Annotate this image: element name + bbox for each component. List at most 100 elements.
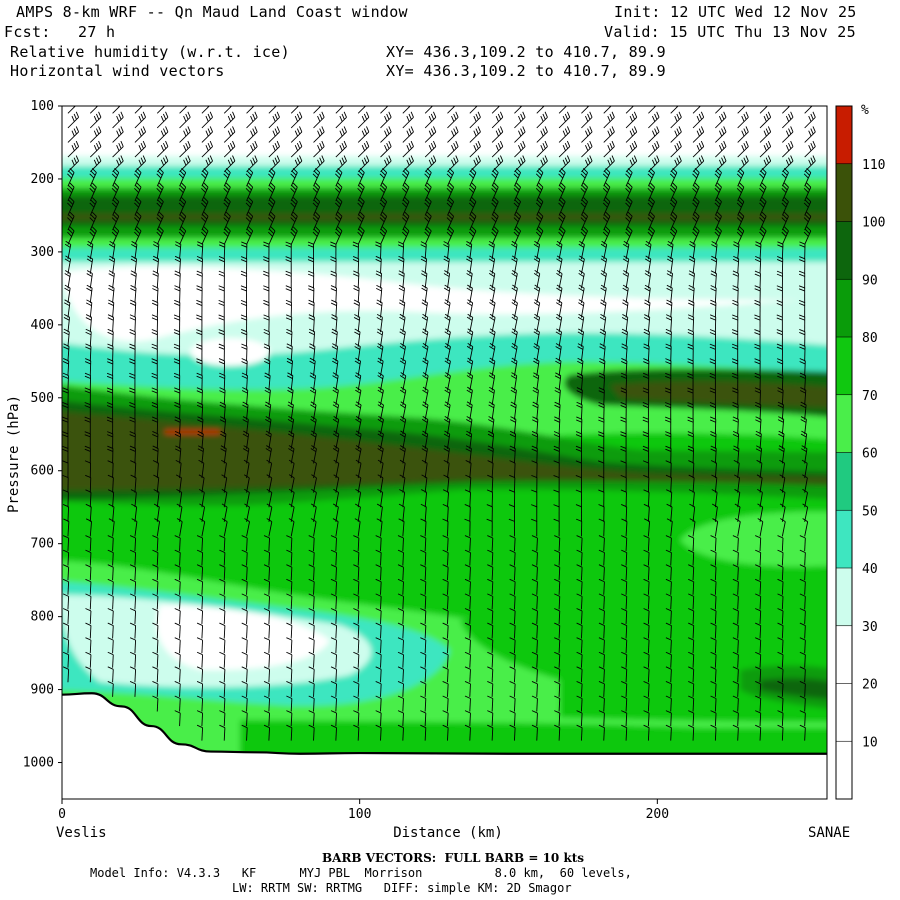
barb-flag [732, 549, 739, 553]
barb-staff [670, 581, 672, 595]
barb-flag [315, 211, 320, 217]
barb-flag [533, 343, 540, 347]
barb-flag [576, 681, 583, 685]
barb-flag [470, 199, 476, 205]
barb-flag [114, 182, 120, 188]
barb-staff [491, 146, 504, 158]
barb-staff [514, 258, 518, 274]
barb-flag [266, 445, 272, 450]
barb-staff [647, 596, 650, 610]
barb-flag [466, 331, 473, 336]
barb-staff [313, 216, 321, 231]
barb-flag [366, 155, 370, 162]
barb-flag [466, 302, 473, 307]
barb-flag [644, 287, 651, 292]
barb-flag [294, 130, 299, 137]
barb-flag [174, 288, 181, 292]
barb-flag [398, 503, 405, 508]
barb-flag [687, 317, 694, 321]
barb-flag [509, 651, 516, 656]
barb-flag [560, 197, 566, 203]
barb-flag [540, 145, 544, 151]
barb-flag [732, 564, 739, 568]
barb-flag [761, 167, 767, 173]
barb-flag [535, 231, 541, 237]
barb-flag [604, 185, 609, 191]
barb-staff [67, 244, 72, 260]
barb-flag [808, 145, 812, 151]
barb-staff [469, 581, 471, 595]
barb-flag [174, 651, 181, 656]
barb-flag [580, 231, 586, 237]
barb-flag [692, 231, 698, 237]
barb-flag [341, 128, 345, 135]
barb-flag [687, 405, 694, 409]
barb-staff [603, 230, 611, 245]
barb-flag [558, 202, 564, 208]
barb-flag [533, 360, 539, 365]
barb-flag [754, 346, 761, 350]
barb-flag [431, 99, 433, 105]
barb-flag [196, 346, 203, 350]
barb-flag [777, 372, 784, 376]
barb-staff [625, 581, 628, 595]
barb-staff [781, 244, 784, 260]
barb-flag [375, 622, 382, 626]
barb-flag [68, 214, 74, 220]
barb-flag [560, 226, 566, 232]
barb-flag [665, 416, 671, 420]
barb-flag [269, 229, 275, 234]
barb-staff [558, 117, 571, 129]
barb-staff [804, 492, 808, 508]
barb-flag [553, 431, 560, 435]
barb-flag [445, 372, 451, 377]
barb-flag [174, 695, 181, 699]
barb-flag [598, 434, 604, 438]
barb-flag [471, 182, 477, 188]
barb-staff [781, 683, 784, 697]
barb-flag [493, 211, 499, 217]
barb-flag [173, 361, 180, 365]
barb-flag [489, 357, 496, 362]
barb-flag [710, 578, 717, 583]
barb-flag [96, 128, 100, 135]
barb-flag [312, 202, 318, 208]
barb-staff [581, 146, 593, 158]
barb-flag [71, 130, 75, 137]
colorbar-tick-label: 50 [862, 504, 878, 519]
barb-staff [201, 506, 206, 522]
barb-staff [357, 273, 360, 289]
barb-flag [91, 197, 97, 203]
barb-flag [174, 608, 181, 612]
barb-flag [759, 217, 765, 223]
barb-flag [644, 302, 650, 307]
barb-staff [424, 201, 432, 216]
barb-flag [225, 167, 231, 173]
barb-flag [69, 197, 75, 203]
barb-flag [174, 681, 181, 685]
barb-staff [469, 669, 471, 683]
barb-flag [451, 159, 455, 166]
barb-staff [402, 727, 404, 741]
barb-flag [442, 724, 449, 729]
barb-flag [263, 331, 270, 336]
barb-staff [514, 361, 518, 376]
barb-staff [156, 273, 159, 289]
barb-staff [179, 146, 191, 158]
barb-staff [469, 552, 471, 566]
barb-flag [781, 231, 787, 237]
barb-staff [558, 669, 561, 683]
barb-staff [402, 375, 407, 391]
barb-flag [732, 608, 739, 612]
barb-staff [603, 390, 605, 406]
barb-flag [398, 241, 404, 245]
barb-flag [554, 681, 560, 685]
barb-staff [67, 131, 79, 143]
barb-flag [776, 332, 783, 336]
barb-staff [581, 106, 590, 114]
barb-staff [424, 596, 427, 610]
barb-flag [580, 188, 586, 193]
barb-flag [398, 258, 404, 263]
barb-flag [522, 111, 526, 118]
barb-flag [310, 415, 317, 420]
